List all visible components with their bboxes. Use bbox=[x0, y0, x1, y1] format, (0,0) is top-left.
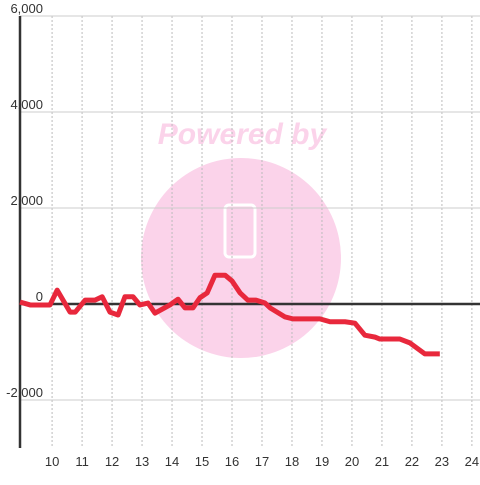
x-tick-label: 10 bbox=[45, 454, 59, 469]
x-tick-label: 20 bbox=[345, 454, 359, 469]
y-tick-label: 2,000 bbox=[10, 193, 43, 208]
y-tick-label: 4,000 bbox=[10, 97, 43, 112]
x-tick-label: 12 bbox=[105, 454, 119, 469]
x-tick-label: 13 bbox=[135, 454, 149, 469]
data-line bbox=[19, 272, 440, 357]
x-tick-label: 21 bbox=[375, 454, 389, 469]
x-tick-label: 17 bbox=[255, 454, 269, 469]
x-tick-label: 19 bbox=[315, 454, 329, 469]
y-tick-label: 0 bbox=[36, 289, 43, 304]
y-tick-label: -2,000 bbox=[6, 385, 43, 400]
x-tick-label: 24 bbox=[465, 454, 479, 469]
x-tick-label: 11 bbox=[75, 454, 89, 469]
x-tick-label: 14 bbox=[165, 454, 179, 469]
x-tick-label: 16 bbox=[225, 454, 239, 469]
x-tick-label: 15 bbox=[195, 454, 209, 469]
y-tick-label: 6,000 bbox=[10, 1, 43, 16]
x-tick-label: 18 bbox=[285, 454, 299, 469]
watermark-text: Powered by bbox=[158, 118, 328, 151]
watermark-logo bbox=[223, 203, 257, 259]
x-tick-label: 22 bbox=[405, 454, 419, 469]
x-tick-label: 23 bbox=[435, 454, 449, 469]
